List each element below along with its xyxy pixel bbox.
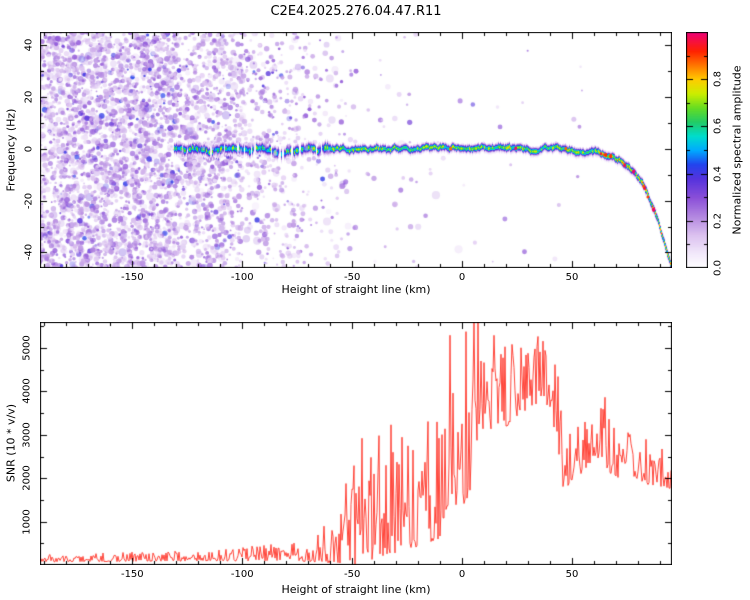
top-x-axis-label: Height of straight line (km) (281, 283, 431, 296)
colorbar-tick-label: 0.4 (712, 165, 724, 182)
colorbar-tick-label: 0.8 (712, 71, 724, 88)
bottom-x-tick-label: -150 (120, 569, 144, 580)
frequency-tick-label: 40 (23, 38, 35, 52)
snr-tick-label: 5000 (21, 335, 33, 361)
top-x-tick-label: 0 (458, 272, 466, 283)
bottom-x-tick-label: 50 (565, 569, 579, 580)
colorbar-canvas (686, 32, 708, 268)
frequency-axis-label: Frequency (Hz) (4, 108, 18, 192)
colorbar-axis-label: Normalized spectral amplitude (730, 65, 744, 235)
frequency-tick-label: -40 (23, 244, 35, 261)
top-x-tick-label: -50 (343, 272, 361, 283)
frequency-tick-label: -20 (23, 192, 35, 209)
plot-title: C2E4.2025.276.04.47.R11 (270, 4, 442, 19)
frequency-tick-label: 20 (23, 90, 35, 104)
snr-axis-label: SNR (10 * v/v) (4, 403, 18, 483)
spectrogram-canvas (40, 32, 672, 268)
bottom-x-tick-label: -50 (343, 569, 361, 580)
top-x-tick-label: -150 (120, 272, 144, 283)
colorbar-tick-label: 0.2 (712, 212, 724, 229)
colorbar-tick-label: 0.0 (712, 260, 724, 276)
top-x-tick-label: 50 (565, 272, 579, 283)
bottom-x-axis-label: Height of straight line (km) (281, 583, 431, 596)
snr-tick-label: 2000 (21, 465, 33, 491)
snr-plot-canvas (40, 322, 672, 565)
colorbar-tick-label: 0.6 (712, 118, 724, 135)
snr-tick-label: 3000 (21, 422, 33, 448)
top-x-tick-label: -100 (230, 272, 254, 283)
bottom-x-tick-label: 0 (458, 569, 466, 580)
snr-tick-label: 1000 (21, 508, 33, 535)
snr-tick-label: 4000 (21, 378, 33, 405)
frequency-tick-label: 0 (23, 145, 35, 152)
bottom-x-tick-label: -100 (230, 569, 254, 580)
